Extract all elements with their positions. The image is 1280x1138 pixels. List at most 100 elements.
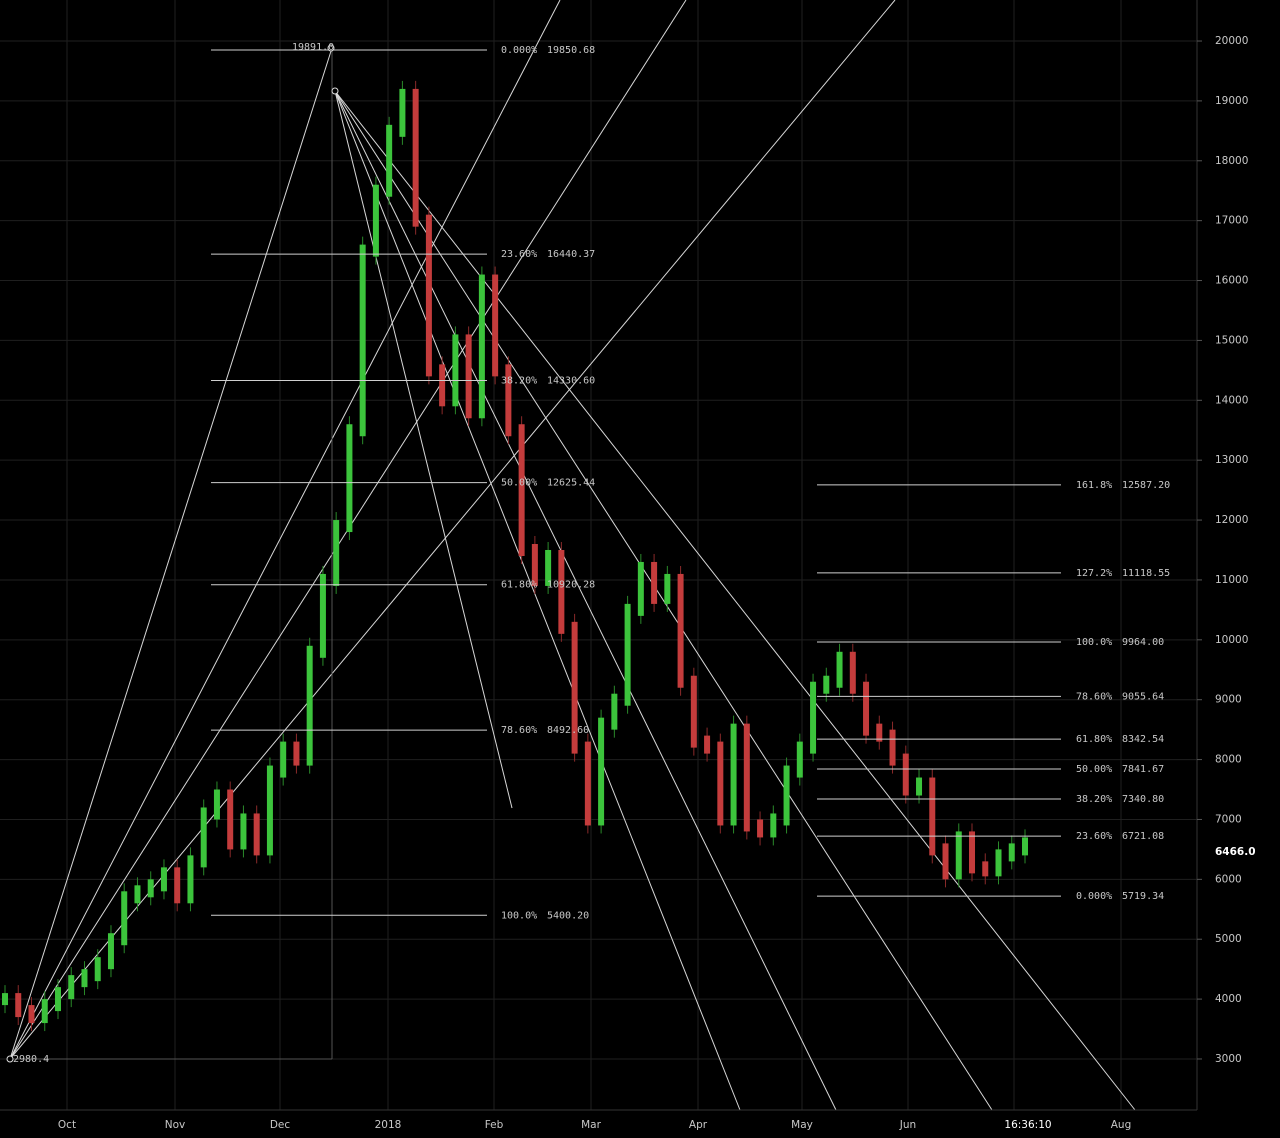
fib-price: 12587.20	[1122, 480, 1170, 491]
bar	[399, 88, 406, 137]
fibonacci: 0.000% 19850.68 23.60% 16440.37 38.20% 14330.…	[211, 45, 1170, 921]
time-axis: Oct Nov Dec 2018 Feb Mar Apr May Jun Aug	[58, 1119, 1131, 1131]
fib-price: 10920.28	[547, 580, 595, 591]
bar	[81, 969, 88, 988]
bar	[147, 879, 154, 898]
y-tick-label: 15000	[1215, 334, 1248, 346]
bar	[15, 993, 22, 1018]
fib-percent: 100.0%	[1076, 637, 1112, 648]
bar	[1022, 837, 1028, 856]
bar	[982, 861, 989, 877]
y-tick-label: 20000	[1215, 35, 1248, 47]
fib-percent: 23.60%	[1076, 831, 1112, 842]
y-tick-label: 4000	[1215, 993, 1242, 1005]
fib-percent: 78.60%	[1076, 691, 1112, 702]
bar	[611, 693, 618, 730]
bar	[704, 735, 711, 754]
bar	[200, 807, 207, 868]
x-tick-label: Aug	[1111, 1119, 1132, 1131]
bar	[174, 867, 181, 904]
fib-price: 11118.55	[1122, 568, 1170, 579]
bar	[293, 741, 300, 766]
fib-price: 9964.00	[1122, 637, 1164, 648]
bar	[889, 729, 896, 766]
bar	[783, 765, 790, 826]
fib-percent: 61.80%	[501, 580, 537, 591]
x-tick-label: May	[791, 1119, 813, 1131]
fan-line	[9, 47, 333, 1060]
bar	[160, 867, 167, 892]
fib-percent: 61.80%	[1076, 734, 1112, 745]
bar	[505, 364, 512, 437]
bar	[929, 777, 936, 856]
y-tick-label: 3000	[1215, 1053, 1242, 1065]
anchor	[331, 87, 339, 95]
bar	[743, 723, 750, 832]
fan-line	[9, 0, 561, 1060]
bar	[955, 831, 962, 880]
current-price: 6466.0	[1215, 846, 1256, 858]
bar	[995, 849, 1002, 877]
fib-percent: 161.8%	[1076, 480, 1112, 491]
fib-percent: 0.000%	[1076, 891, 1112, 902]
fib-percent: 38.20%	[1076, 794, 1112, 805]
fan-line	[334, 90, 741, 1111]
bar	[227, 789, 234, 850]
fib-percent: 50.00%	[501, 478, 537, 489]
bar	[863, 681, 870, 736]
bar	[359, 244, 366, 437]
bar	[187, 855, 194, 904]
fib-percent: 127.2%	[1076, 568, 1112, 579]
bar	[54, 987, 61, 1012]
fib-percent: 0.000%	[501, 45, 537, 56]
y-tick-label: 7000	[1215, 813, 1242, 825]
bar	[134, 885, 141, 904]
bar	[478, 274, 485, 419]
fib-price: 16440.37	[547, 249, 595, 260]
bar	[584, 741, 591, 826]
y-tick-label: 9000	[1215, 694, 1242, 706]
bar	[664, 573, 671, 604]
bar	[531, 544, 538, 586]
bar	[558, 549, 565, 634]
bar	[942, 843, 949, 880]
y-tick-label: 11000	[1215, 574, 1248, 586]
bar	[41, 999, 48, 1024]
bar	[319, 573, 326, 658]
fib-percent: 50.00%	[1076, 764, 1112, 775]
fib-price: 7340.80	[1122, 794, 1164, 805]
x-tick-label: Feb	[485, 1119, 504, 1131]
fan-line	[334, 90, 993, 1111]
x-tick-label: Mar	[581, 1119, 601, 1131]
fib-price: 6721.08	[1122, 831, 1164, 842]
fan-line	[334, 90, 513, 809]
bar	[452, 334, 459, 407]
grid	[0, 0, 1197, 1110]
bar	[598, 717, 605, 826]
bar	[849, 651, 856, 694]
clock: 16:36:10	[1004, 1119, 1051, 1131]
fib-percent: 23.60%	[501, 249, 537, 260]
bar	[770, 813, 777, 838]
y-tick-label: 19000	[1215, 95, 1248, 107]
bar	[346, 424, 353, 533]
fib-price: 12625.44	[547, 478, 595, 489]
anchor	[6, 1055, 14, 1063]
y-tick-label: 6000	[1215, 873, 1242, 885]
x-tick-label: 2018	[375, 1119, 402, 1131]
bar	[412, 88, 419, 227]
bar	[690, 675, 697, 748]
anchor	[327, 44, 335, 52]
bar	[68, 975, 75, 1000]
x-tick-label: Apr	[689, 1119, 708, 1131]
bar	[386, 124, 393, 197]
bar	[280, 741, 287, 778]
fib-percent: 78.60%	[501, 725, 537, 736]
bar	[425, 214, 432, 377]
bar	[240, 813, 247, 850]
bar	[717, 741, 724, 826]
bar	[94, 957, 101, 982]
y-tick-label: 13000	[1215, 454, 1248, 466]
